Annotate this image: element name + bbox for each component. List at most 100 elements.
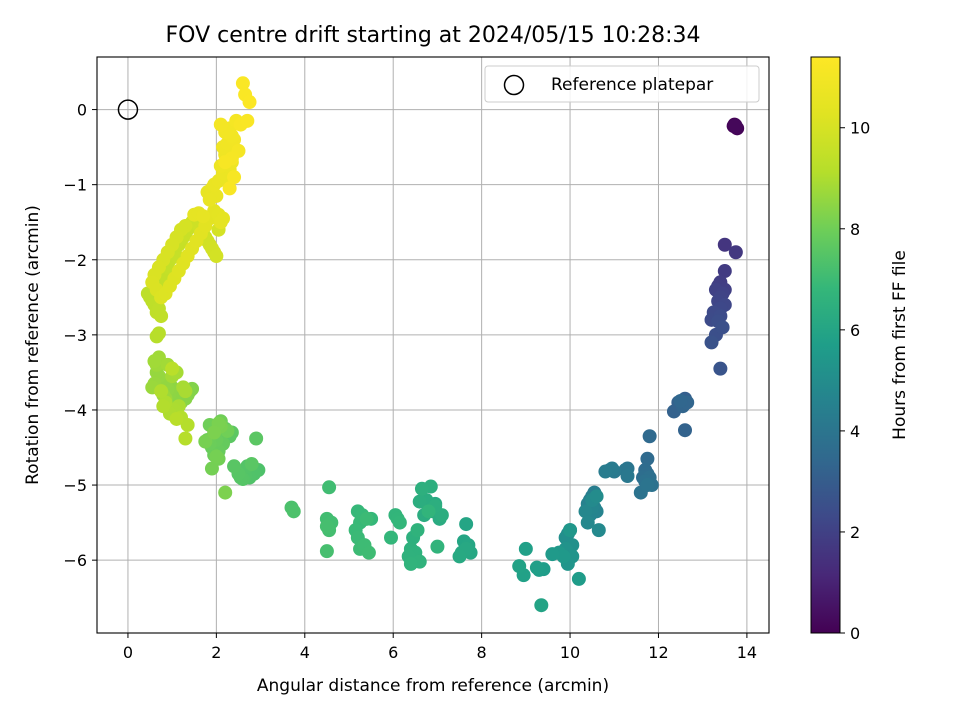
colorbar-tick-label: 8 xyxy=(850,220,860,239)
data-point xyxy=(589,489,604,504)
data-point xyxy=(286,504,301,519)
data-point xyxy=(384,530,398,545)
data-point xyxy=(452,549,467,564)
x-axis-ticks: 0 2 4 6 8 10 12 14 xyxy=(123,633,757,662)
data-point xyxy=(717,237,732,252)
data-point xyxy=(556,549,571,564)
x-tick-label: 10 xyxy=(560,643,580,662)
x-tick-label: 0 xyxy=(123,643,133,662)
data-point xyxy=(319,519,334,534)
data-point xyxy=(218,155,233,170)
data-point xyxy=(178,384,193,399)
data-point xyxy=(430,539,445,554)
data-point xyxy=(222,181,237,196)
data-point xyxy=(202,192,217,207)
data-point xyxy=(154,384,169,399)
data-point xyxy=(728,118,743,133)
plot-background xyxy=(97,57,769,633)
y-tick-label: −4 xyxy=(63,401,87,420)
reference-platepar-marker xyxy=(117,99,139,120)
data-point xyxy=(178,431,193,446)
y-axis-ticks: 0 −1 −2 −3 −4 −5 −6 xyxy=(63,101,97,570)
data-point xyxy=(640,451,655,466)
data-point xyxy=(165,361,180,376)
data-point xyxy=(147,354,162,369)
data-point xyxy=(640,478,655,493)
data-point xyxy=(578,504,593,519)
data-point xyxy=(204,461,219,476)
data-point xyxy=(414,481,429,496)
data-point xyxy=(678,423,692,438)
chart-title: FOV centre drift starting at 2024/05/15 … xyxy=(166,23,701,48)
data-point xyxy=(704,335,719,350)
plot-area xyxy=(96,56,770,634)
y-tick-label: −5 xyxy=(63,476,87,495)
data-point xyxy=(518,541,533,556)
data-point xyxy=(412,494,427,509)
x-tick-label: 2 xyxy=(211,643,221,662)
data-point xyxy=(227,170,242,185)
data-point xyxy=(459,517,474,532)
colorbar-tick-label: 0 xyxy=(850,624,860,643)
data-point xyxy=(156,399,171,414)
legend-box xyxy=(484,65,760,103)
data-point xyxy=(580,515,595,530)
data-point xyxy=(591,523,606,538)
x-tick-label: 6 xyxy=(388,643,398,662)
data-point xyxy=(198,434,213,449)
data-point xyxy=(728,245,743,260)
data-point xyxy=(242,95,257,110)
data-point xyxy=(227,459,242,474)
data-point xyxy=(322,480,337,495)
data-point xyxy=(218,485,233,500)
data-point xyxy=(410,523,425,538)
plot-frame xyxy=(96,56,770,634)
x-tick-label: 4 xyxy=(300,643,310,662)
data-point xyxy=(359,511,374,526)
data-point xyxy=(421,504,436,519)
colorbar: 0 2 4 6 8 10 Hours from first FF file xyxy=(810,56,910,643)
data-point xyxy=(213,117,228,132)
x-tick-label: 14 xyxy=(737,643,757,662)
colorbar-ticks: 0 2 4 6 8 10 xyxy=(840,119,870,643)
x-axis-label: Angular distance from reference (arcmin) xyxy=(257,676,609,696)
data-point xyxy=(361,545,376,560)
y-tick-label: 0 xyxy=(77,101,87,120)
data-point xyxy=(213,215,228,230)
data-point xyxy=(319,544,334,559)
data-point xyxy=(713,361,728,376)
legend: Reference platepar xyxy=(484,65,760,103)
data-point xyxy=(209,249,224,264)
colorbar-tick-label: 6 xyxy=(850,321,860,340)
data-point xyxy=(717,264,732,279)
data-point xyxy=(512,559,527,574)
x-tick-label: 12 xyxy=(648,643,668,662)
data-point xyxy=(563,523,578,538)
data-point xyxy=(620,469,635,484)
data-point xyxy=(545,547,560,562)
y-axis-label: Rotation from reference (arcmin) xyxy=(23,205,43,485)
data-point xyxy=(169,411,184,426)
data-point xyxy=(571,571,586,586)
data-point xyxy=(403,556,418,571)
y-tick-label: −3 xyxy=(63,326,87,345)
data-point xyxy=(235,76,250,91)
colorbar-tick-label: 10 xyxy=(850,119,870,138)
y-tick-label: −6 xyxy=(63,551,87,570)
legend-marker-icon xyxy=(503,74,525,96)
data-point xyxy=(196,209,211,224)
data-point xyxy=(642,429,657,444)
data-point xyxy=(249,431,264,446)
data-point xyxy=(534,598,549,613)
data-point xyxy=(392,515,407,530)
data-point xyxy=(529,560,544,575)
y-tick-label: −1 xyxy=(63,176,87,195)
data-point xyxy=(180,417,195,432)
data-point xyxy=(154,309,169,324)
y-tick-label: −2 xyxy=(63,251,87,270)
colorbar-tick-label: 4 xyxy=(850,422,860,441)
colorbar-label: Hours from first FF file xyxy=(890,250,910,440)
legend-entry-reference-platepar: Reference platepar xyxy=(551,75,713,95)
data-point xyxy=(715,320,730,335)
